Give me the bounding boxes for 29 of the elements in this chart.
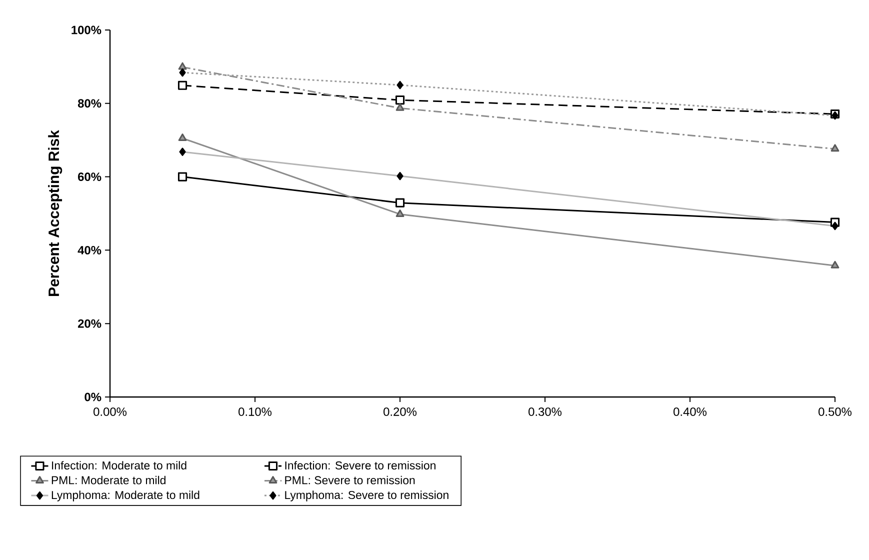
point [396,209,404,217]
y-tick-label: 40% [78,246,102,254]
x-tick-label: 0.30% [528,407,562,416]
y-tick-label: 20% [78,319,102,328]
point [178,62,187,70]
legend-label: Infection: Moderate to mild [52,461,186,470]
x-tick-label: 0.10% [238,407,272,416]
legend-label: PML: Moderate to mild [52,476,166,484]
legend-label: PML: Severe to remission [285,476,415,484]
x-tick-label: 0.50% [818,407,852,416]
point [395,198,405,208]
y-axis-title: Percent Accepting Risk [48,130,62,296]
point [830,144,840,152]
point [830,260,840,268]
x-tick-label: 0.20% [384,407,417,416]
point [395,96,405,105]
x-tick-label: 0.00% [94,407,127,416]
y-tick-label: 60% [78,172,102,182]
y-tick-label: 0% [84,392,102,402]
point [396,103,404,111]
point [178,80,188,90]
y-tick-label: 80% [78,99,102,108]
y-tick-label: 100% [72,26,102,34]
point [178,134,187,141]
legend-label: Lymphoma: Moderate to mild [52,490,200,502]
x-tick-label: 0.40% [674,407,707,416]
legend-label: Infection: Severe to remission [285,461,436,470]
point [178,172,188,182]
legend-label: Lymphoma: Severe to remission [285,490,448,502]
